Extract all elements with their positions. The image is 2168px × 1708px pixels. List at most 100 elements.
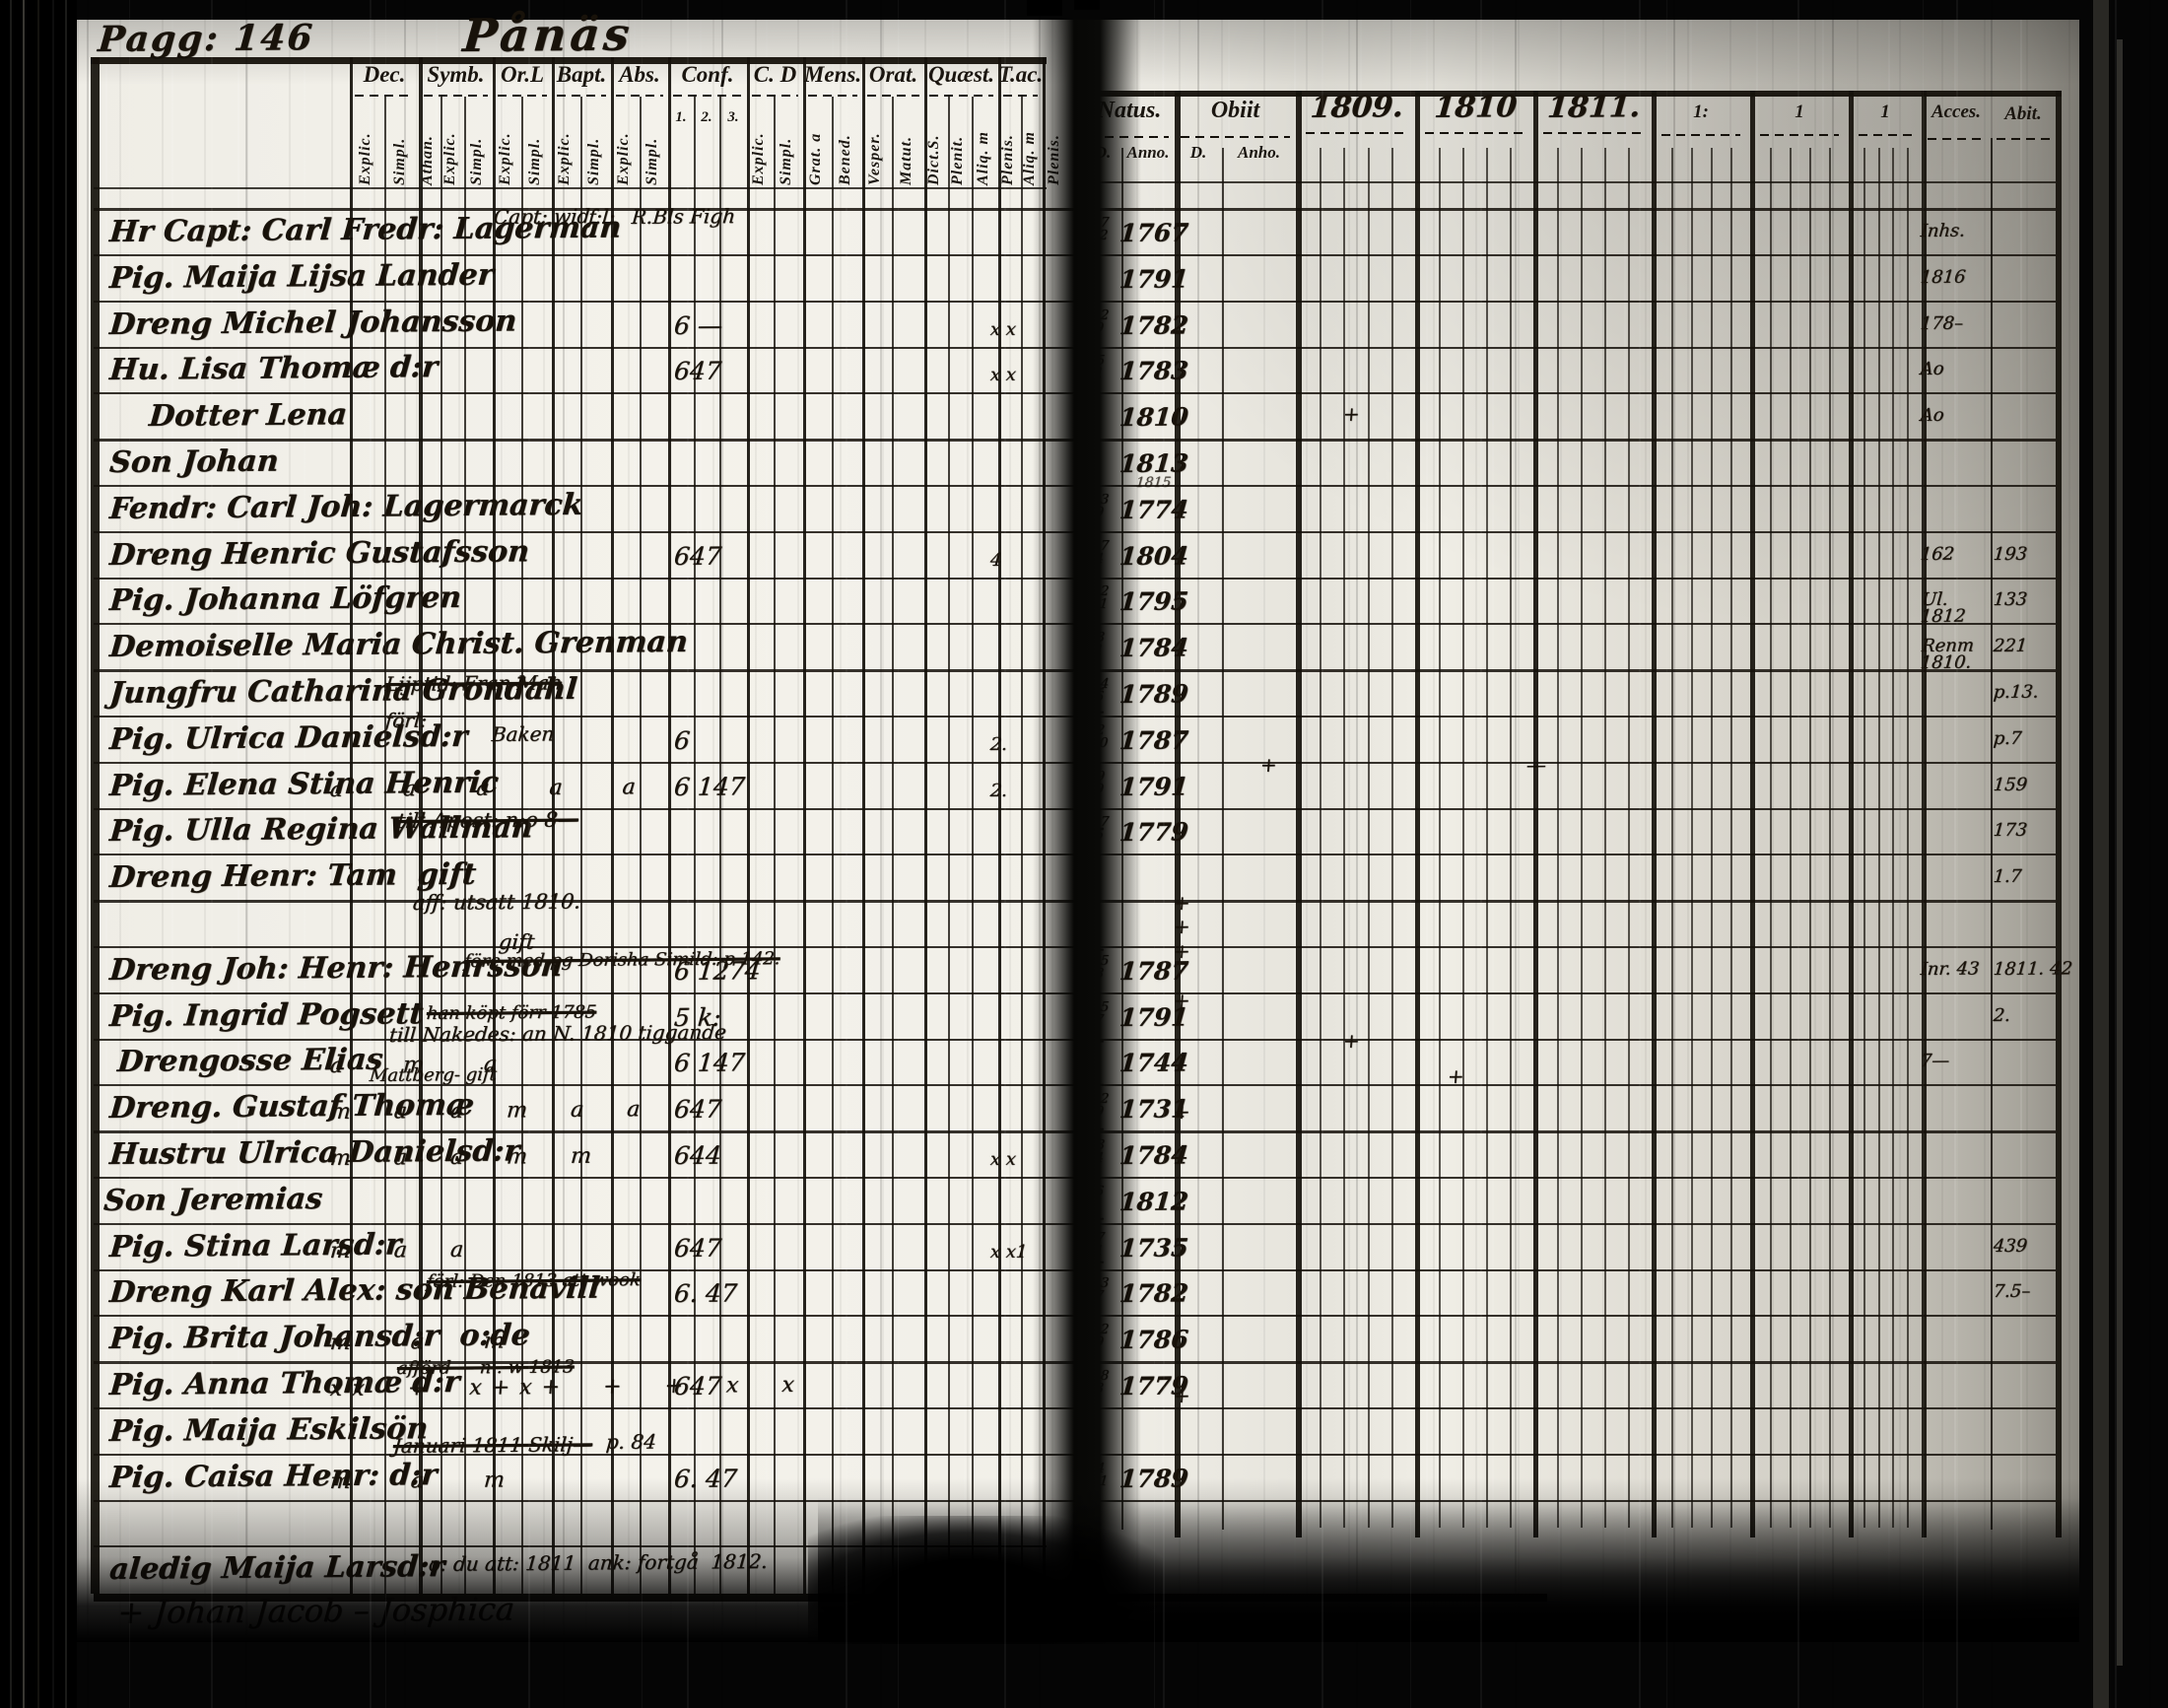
- header-underline: [1003, 95, 1038, 97]
- row-note: Lijptid: Fran Man: [383, 670, 563, 696]
- grid-line: [91, 57, 1047, 64]
- grid-line: [2056, 91, 2062, 1537]
- year-column-header: 1809.: [1309, 90, 1405, 125]
- tally-mark: +: [1172, 914, 1191, 938]
- column-header-orl: Or.L: [500, 62, 545, 87]
- grid-line: [521, 97, 523, 1594]
- grid-line: [580, 97, 582, 1594]
- tally-mark: —: [1524, 752, 1547, 777]
- row-name: Pig. Maija Eskilsön: [107, 1410, 430, 1449]
- abit-value: 1.7: [1992, 865, 2023, 888]
- grid-line: [1991, 138, 1993, 1530]
- row-name: Dreng Henric Gustafsson: [107, 533, 531, 573]
- header-underline: [1306, 132, 1405, 134]
- acces-value: Renm 1810.: [1919, 635, 1975, 674]
- row-name: Son Jeremias: [102, 1181, 324, 1218]
- column-header-abit: Abit.: [2004, 103, 2042, 124]
- tac-mark: x x1: [988, 1241, 1029, 1263]
- row-name: Dreng Henr: Tam gift: [107, 856, 478, 896]
- grid-line: [948, 97, 950, 1594]
- quaest-value: 647: [672, 356, 722, 386]
- grid-line: [1730, 148, 1732, 1528]
- acces-value: 1816: [1919, 266, 1967, 288]
- header-underline: [808, 95, 857, 97]
- abit-value: 221: [1992, 635, 2028, 657]
- tally-mark: +: [1446, 1063, 1465, 1088]
- book-gutter-shadow: [1033, 20, 1141, 1642]
- subcolumn-header: Matut.: [897, 135, 915, 185]
- acces-value: 7—: [1919, 1051, 1950, 1072]
- grid-line: [1750, 91, 1755, 1537]
- row-name: Hu. Lisa Thomæ d:r: [107, 350, 440, 388]
- row-name: Dreng Michel Johansson: [107, 303, 518, 342]
- grid-line: [1415, 91, 1420, 1537]
- right-scan-edge-streak: [2117, 39, 2123, 1666]
- header-underline: [557, 95, 606, 97]
- row-note: förl:: [383, 708, 428, 732]
- tac-mark: 2.: [988, 780, 1008, 801]
- column-header-qust: Quæst.: [927, 62, 995, 87]
- grid-line: [668, 57, 671, 1594]
- row-note: R.Bls Figh: [630, 204, 736, 229]
- header-underline: [673, 95, 742, 97]
- grid-line: [1021, 97, 1023, 1594]
- row-column-marks: a a a a a: [328, 774, 646, 802]
- header-underline: [752, 95, 798, 97]
- column-header-acces: Acces.: [1931, 102, 1982, 122]
- quaest-value: 647: [672, 1094, 722, 1125]
- tac-mark: 4: [988, 549, 1003, 571]
- top-scan-artifact: [1074, 0, 1100, 10]
- grid-line: [1368, 148, 1370, 1528]
- grid-line: [924, 57, 927, 1594]
- subcolumn-header: Bened.: [836, 134, 853, 185]
- subcolumn-header: Aliq. m: [974, 130, 991, 185]
- header-underline: [1661, 134, 1740, 136]
- grid-line: [719, 97, 721, 1594]
- acces-value: Ul. 1812: [1919, 589, 1967, 628]
- tac-mark: x x: [988, 318, 1017, 340]
- header-underline: [424, 95, 488, 97]
- grid-line: [419, 57, 423, 1594]
- quaest-value: 6 147: [672, 771, 746, 801]
- grid-line: [694, 97, 696, 1594]
- grid-line: [1849, 91, 1854, 1537]
- subcolumn-header: Explic.: [614, 132, 632, 185]
- row-note: afförd — n . w 1813: [395, 1356, 576, 1379]
- grid-line: [440, 97, 442, 1594]
- subcolumn-header: 2.: [701, 109, 712, 125]
- grid-line: [1628, 148, 1630, 1528]
- grid-line: [1581, 148, 1583, 1528]
- tally-mark: +: [1172, 1099, 1191, 1124]
- grid-line: [1604, 148, 1606, 1528]
- grid-line: [384, 97, 386, 1594]
- tally-mark: +: [1341, 1028, 1361, 1053]
- grid-line: [803, 57, 806, 1594]
- row-note: till Apost: n:o 8—: [395, 807, 579, 834]
- subcolumn-header: D.: [1189, 143, 1207, 162]
- tally-mark: +: [1172, 938, 1191, 963]
- abit-value: 2.: [1992, 1004, 2011, 1026]
- header-underline: [498, 95, 547, 97]
- column-header-bapt: Bapt.: [556, 62, 607, 87]
- grid-line: [1391, 148, 1393, 1528]
- year-column-header: 1: [1795, 102, 1804, 122]
- row-note: f:l:: [586, 204, 617, 229]
- grid-line: [1892, 148, 1894, 1528]
- acces-value: Ao: [1919, 359, 1945, 380]
- column-header-cd: C. D: [753, 62, 797, 87]
- grid-line: [1343, 148, 1345, 1528]
- row-note: förl: Den 1813 att-wook: [425, 1269, 642, 1293]
- row-name: Demoiselle Maria Christ. Grenman: [107, 625, 690, 665]
- quaest-value: 6. 47: [672, 1278, 738, 1309]
- grid-line: [1809, 148, 1811, 1528]
- column-header-obiit: Obiit: [1210, 98, 1260, 123]
- abit-value: p.7: [1992, 727, 2023, 749]
- row-name: Dotter Lena: [147, 397, 349, 435]
- grid-line: [611, 57, 614, 1594]
- abit-value: 7.5–: [1992, 1281, 2032, 1303]
- column-header-conf: Conf.: [681, 62, 734, 87]
- grid-line: [774, 97, 776, 1594]
- abit-value: 133: [1992, 589, 2028, 611]
- row-column-marks: m a a m a a: [328, 1097, 651, 1126]
- grid-line: [1878, 148, 1880, 1528]
